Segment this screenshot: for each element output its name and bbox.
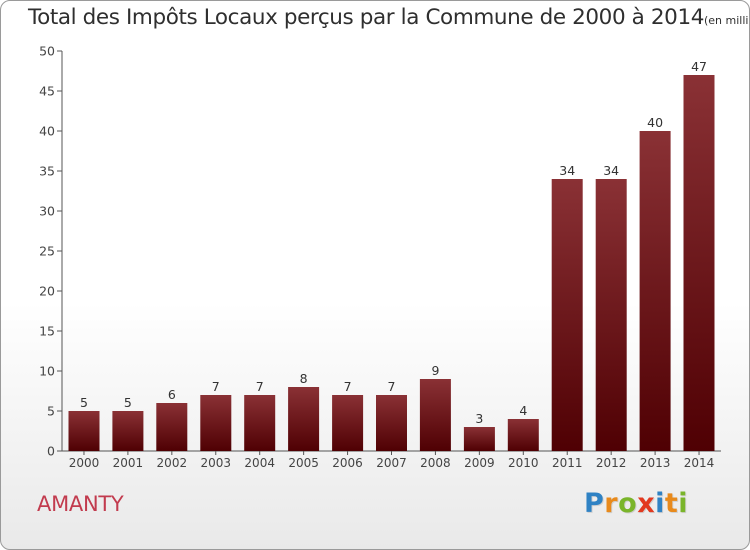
bar-2009 bbox=[463, 427, 495, 451]
value-label: 9 bbox=[431, 363, 439, 378]
x-tick-label: 2014 bbox=[684, 456, 715, 470]
y-tick-label: 40 bbox=[39, 124, 55, 139]
y-tick-label: 30 bbox=[39, 204, 55, 219]
x-tick-label: 2003 bbox=[200, 456, 231, 470]
proxiti-logo[interactable]: Proxiti bbox=[584, 488, 689, 519]
y-tick-label: 10 bbox=[39, 364, 55, 379]
value-label: 7 bbox=[388, 379, 396, 394]
bar-2004 bbox=[244, 395, 276, 451]
bar-2010 bbox=[507, 419, 539, 451]
x-tick-label: 2005 bbox=[288, 456, 319, 470]
bar-2003 bbox=[200, 395, 232, 451]
x-tick-label: 2012 bbox=[596, 456, 627, 470]
y-tick-label: 5 bbox=[47, 404, 55, 419]
value-label: 34 bbox=[603, 163, 619, 178]
x-tick-label: 2010 bbox=[508, 456, 539, 470]
bar-2006 bbox=[332, 395, 364, 451]
x-tick-label: 2006 bbox=[332, 456, 363, 470]
value-label: 47 bbox=[691, 59, 707, 74]
value-label: 6 bbox=[168, 387, 176, 402]
y-tick-label: 50 bbox=[39, 44, 55, 59]
y-tick-label: 0 bbox=[47, 444, 55, 459]
commune-name: AMANTY bbox=[37, 492, 124, 516]
value-label: 3 bbox=[475, 411, 483, 426]
chart-unit: (en milliers d'€) bbox=[704, 14, 749, 27]
y-tick-label: 35 bbox=[39, 164, 55, 179]
chart-title-text: Total des Impôts Locaux perçus par la Co… bbox=[28, 5, 704, 30]
chart-title: Total des Impôts Locaux perçus par la Co… bbox=[28, 5, 749, 30]
bar-2002 bbox=[156, 403, 188, 451]
bar-2012 bbox=[595, 179, 627, 451]
x-tick-label: 2000 bbox=[69, 456, 100, 470]
x-tick-label: 2011 bbox=[552, 456, 583, 470]
value-label: 7 bbox=[256, 379, 264, 394]
y-tick-label: 45 bbox=[39, 84, 55, 99]
x-tick-label: 2004 bbox=[244, 456, 275, 470]
x-tick-label: 2013 bbox=[640, 456, 671, 470]
y-tick-label: 15 bbox=[39, 324, 55, 339]
x-tick-label: 2002 bbox=[157, 456, 188, 470]
value-label: 5 bbox=[124, 395, 132, 410]
bar-2011 bbox=[551, 179, 583, 451]
y-tick-label: 25 bbox=[39, 244, 55, 259]
bar-2007 bbox=[376, 395, 407, 451]
bar-2008 bbox=[419, 379, 451, 451]
x-tick-label: 2001 bbox=[113, 456, 144, 470]
value-label: 8 bbox=[300, 371, 308, 386]
x-tick-label: 2008 bbox=[420, 456, 451, 470]
bar-2005 bbox=[288, 387, 320, 451]
x-tick-label: 2009 bbox=[464, 456, 495, 470]
bar-2000 bbox=[68, 411, 100, 451]
value-label: 7 bbox=[344, 379, 352, 394]
value-label: 7 bbox=[212, 379, 220, 394]
bar-2013 bbox=[639, 131, 671, 451]
y-tick-label: 20 bbox=[39, 284, 55, 299]
value-label: 34 bbox=[559, 163, 575, 178]
value-label: 40 bbox=[647, 115, 663, 130]
value-label: 4 bbox=[519, 403, 527, 418]
bar-2014 bbox=[683, 75, 715, 451]
x-tick-label: 2007 bbox=[376, 456, 407, 470]
value-label: 5 bbox=[80, 395, 88, 410]
bar-2001 bbox=[112, 411, 144, 451]
